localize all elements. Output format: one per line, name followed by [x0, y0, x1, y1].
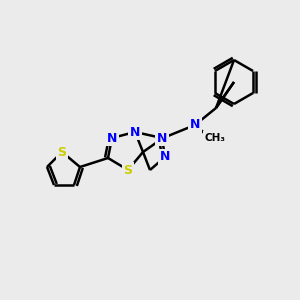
Text: CH₃: CH₃ — [205, 133, 226, 143]
Text: N: N — [190, 118, 200, 131]
Text: N: N — [160, 151, 170, 164]
Text: S: S — [58, 146, 67, 158]
Text: S: S — [124, 164, 133, 176]
Text: N: N — [157, 131, 167, 145]
Text: N: N — [107, 131, 117, 145]
Text: N: N — [130, 125, 140, 139]
